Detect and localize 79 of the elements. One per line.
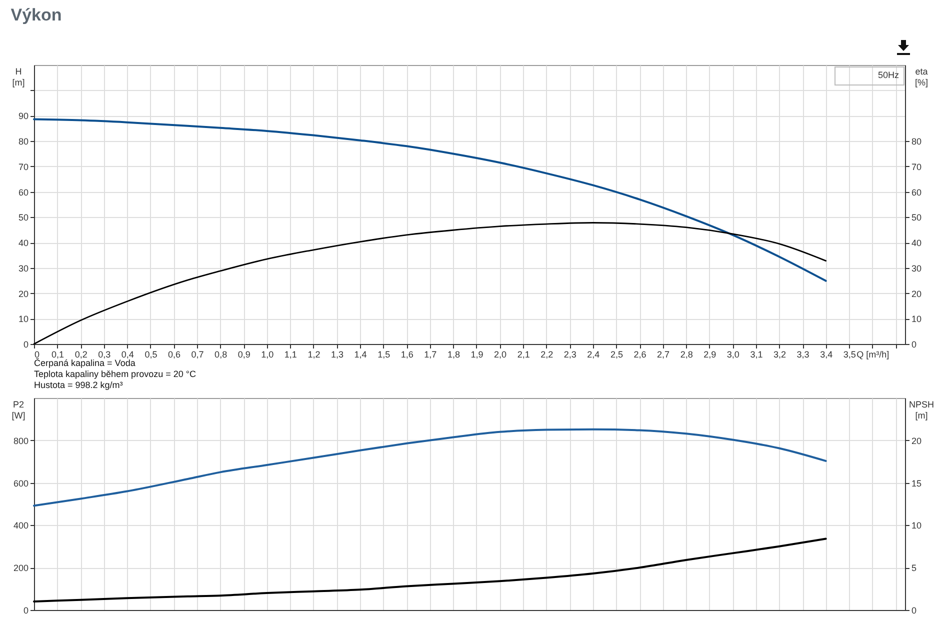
x-tick-label: 2,3: [564, 350, 576, 360]
y2-tick-label: 0: [912, 606, 917, 616]
x-tick-label: 0,3: [98, 350, 111, 360]
annotation: 50Hz: [878, 70, 900, 80]
y-tick-label: 70: [18, 162, 28, 172]
y-tick-label: 80: [18, 136, 28, 147]
y2-tick-label: 20: [912, 288, 922, 299]
y-tick-label: 40: [18, 238, 28, 248]
y2-tick-label: 0: [912, 340, 917, 350]
text: Teplota kapaliny během provozu = 20 °C: [34, 369, 196, 379]
y2-tick-label: 30: [912, 263, 922, 274]
y-tick-label: 600: [13, 478, 28, 488]
x-tick-label: 2,6: [634, 350, 646, 360]
x-tick-label: 3,4: [820, 350, 833, 360]
x-tick-label: 1,3: [330, 350, 344, 360]
x-tick-label: 0,8: [214, 350, 228, 360]
x-tick-label: 0,7: [191, 350, 204, 360]
y-tick-label: 400: [13, 520, 28, 531]
line-series: [33, 222, 827, 345]
y2-tick-label: 40: [912, 238, 922, 248]
line-series: [33, 428, 827, 507]
x-tick-label: 1,2: [308, 350, 320, 360]
x-tick-label: 0,4: [121, 350, 134, 360]
x-tick-label: 1,6: [400, 350, 414, 360]
x-tick-label: 3,1: [750, 350, 763, 360]
x-tick-label: 0,1: [52, 350, 64, 360]
x-tick-label: 1,9: [470, 350, 484, 360]
y2-tick-label: 20: [912, 436, 922, 446]
x-tick-label: 1,0: [261, 350, 274, 360]
x-tick-label: 2,4: [587, 350, 600, 360]
y-tick-label: 0: [23, 340, 28, 350]
y2-tick-label: 60: [912, 187, 922, 198]
y-tick-label: 10: [18, 314, 28, 324]
y-axis-title: P2 [W]: [12, 400, 26, 420]
x-tick-label: 2,0: [494, 350, 507, 360]
x-tick-label: 2,1: [517, 350, 530, 360]
y2-tick-label: 50: [912, 212, 922, 223]
y-axis-title: H [m]: [12, 66, 25, 88]
x-tick-label: 0,9: [238, 350, 250, 360]
y-tick-label: 30: [18, 263, 28, 274]
x-tick-label: 0,6: [168, 350, 180, 360]
y-tick-label: 0: [23, 606, 28, 616]
y-tick-label: 800: [13, 436, 28, 446]
y2-tick-label: 80: [912, 136, 922, 147]
x-tick-label: 2,5: [610, 350, 623, 360]
y2-tick-label: 5: [912, 563, 917, 574]
y2-tick-label: 15: [912, 478, 922, 488]
y-tick-label: 60: [18, 187, 28, 198]
y2-axis-title: eta [%]: [914, 66, 928, 88]
text: Čerpaná kapalina = Voda: [34, 358, 136, 368]
y-tick-label: 90: [18, 111, 28, 122]
y2-tick-label: 70: [912, 162, 922, 172]
x-tick-label: 0: [34, 350, 40, 360]
y2-tick-label: 10: [912, 520, 922, 531]
y2-tick-label: 10: [912, 314, 922, 324]
x-tick-label: 0,2: [74, 350, 88, 360]
x-tick-label: 3,0: [726, 350, 740, 360]
y-tick-label: 20: [18, 288, 28, 299]
x-axis-title: Q [m³/h]: [856, 350, 890, 360]
x-tick-label: 1,8: [447, 350, 460, 360]
y-tick-label: 50: [18, 212, 28, 223]
x-tick-label: 3,2: [773, 350, 786, 360]
y-tick-label: 200: [13, 563, 28, 574]
x-tick-label: 1,5: [378, 350, 390, 360]
x-tick-label: 1,1: [284, 350, 297, 360]
x-tick-label: 2,7: [657, 350, 670, 360]
line-series: [33, 118, 827, 282]
x-tick-label: 3,3: [796, 350, 810, 360]
x-tick-label: 2,2: [540, 350, 554, 360]
x-tick-label: 1,7: [424, 350, 437, 360]
x-tick-label: 3,5: [843, 350, 856, 360]
x-tick-label: 1,4: [354, 350, 367, 360]
text: Hustota = 998.2 kg/m³: [34, 380, 123, 390]
x-tick-label: 0,5: [144, 350, 158, 360]
y2-axis-title: NPSH [m]: [908, 400, 934, 420]
chart-title: Výkon: [10, 6, 62, 24]
line-series: [33, 538, 827, 603]
x-tick-label: 2,9: [704, 350, 716, 360]
x-tick-label: 2,8: [680, 350, 693, 360]
